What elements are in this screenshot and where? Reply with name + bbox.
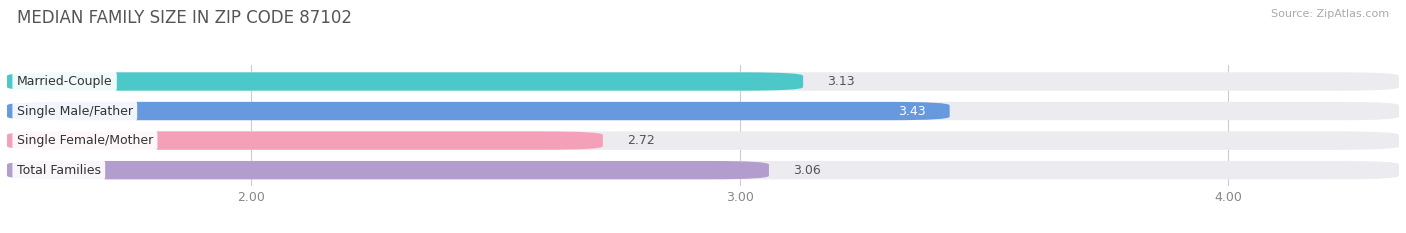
FancyBboxPatch shape [7,161,1399,179]
Text: Married-Couple: Married-Couple [17,75,112,88]
Text: 3.13: 3.13 [828,75,855,88]
Text: 3.06: 3.06 [793,164,821,177]
FancyBboxPatch shape [7,72,1399,91]
FancyBboxPatch shape [7,131,603,150]
FancyBboxPatch shape [7,102,949,120]
Text: 3.43: 3.43 [897,105,925,117]
FancyBboxPatch shape [7,102,1399,120]
FancyBboxPatch shape [7,72,803,91]
Text: 2.72: 2.72 [627,134,655,147]
FancyBboxPatch shape [7,161,769,179]
Text: MEDIAN FAMILY SIZE IN ZIP CODE 87102: MEDIAN FAMILY SIZE IN ZIP CODE 87102 [17,9,352,27]
Text: Single Female/Mother: Single Female/Mother [17,134,153,147]
FancyBboxPatch shape [7,131,1399,150]
Text: Total Families: Total Families [17,164,101,177]
Text: Single Male/Father: Single Male/Father [17,105,132,117]
Text: Source: ZipAtlas.com: Source: ZipAtlas.com [1271,9,1389,19]
